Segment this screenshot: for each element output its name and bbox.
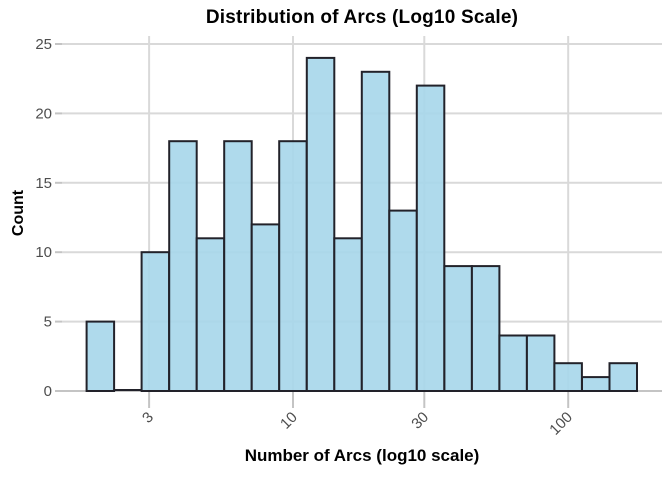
y-tick-label: 15 [35, 175, 52, 192]
histogram-bar [443, 265, 473, 393]
x-tick-label: 30 [408, 409, 432, 433]
chart-title: Distribution of Arcs (Log10 Scale) [205, 7, 519, 28]
y-tick-label: 10 [35, 244, 52, 261]
histogram-bar [305, 56, 336, 393]
histogram-bar [498, 334, 528, 392]
histogram-bar [140, 251, 171, 392]
y-tick-label: 25 [35, 36, 52, 53]
x-axis-label: Number of Arcs (log10 scale) [244, 446, 480, 465]
histogram-bar [195, 237, 226, 392]
histogram-bar [415, 84, 446, 392]
histogram-bar [333, 237, 363, 392]
histogram-bar [278, 140, 308, 392]
histogram-bar [525, 334, 556, 392]
histogram-bar [608, 362, 638, 393]
histogram-bar [250, 223, 281, 392]
histogram-bar [168, 140, 198, 392]
y-tick-label: 20 [35, 105, 52, 122]
x-tick-label: 3 [139, 409, 157, 427]
histogram-bar [388, 209, 418, 392]
histogram-bar [223, 140, 253, 392]
x-tick-label: 10 [277, 409, 301, 433]
y-axis-label: Count [10, 189, 27, 237]
x-tick-label: 100 [546, 409, 576, 439]
y-tick-label: 5 [44, 314, 52, 331]
histogram-bar [360, 70, 391, 393]
y-tick-label: 0 [44, 383, 52, 400]
histogram-bar [581, 376, 611, 393]
histogram-bar [85, 320, 116, 393]
histogram-bar [470, 265, 501, 393]
histogram-bar [553, 362, 583, 393]
